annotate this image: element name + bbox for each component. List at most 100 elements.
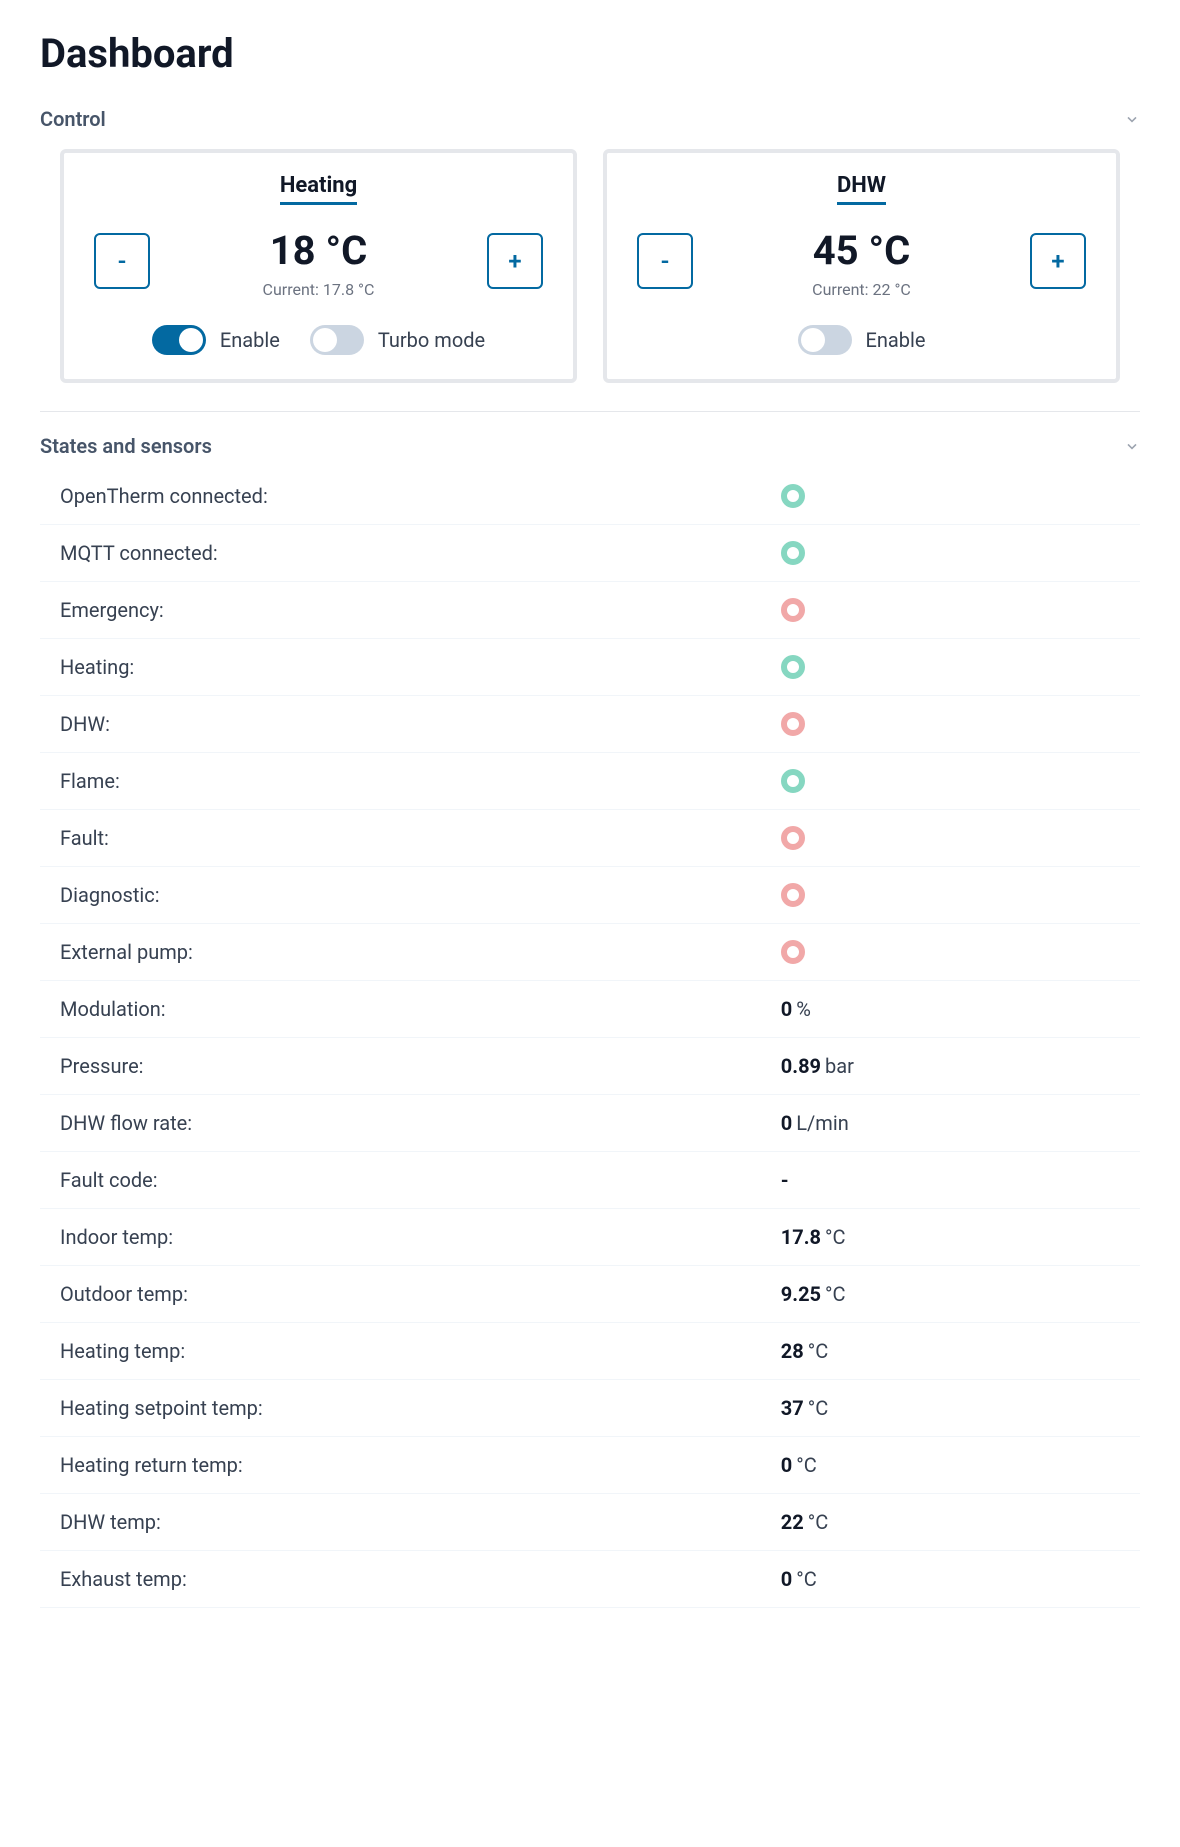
sensor-value	[781, 598, 1120, 622]
sensor-label: DHW temp:	[60, 1510, 781, 1534]
section-header-control[interactable]: Control	[40, 97, 1140, 141]
sensor-value	[781, 484, 1120, 508]
sensor-row-diagnostic: Diagnostic:	[40, 867, 1140, 924]
sensor-value	[781, 826, 1120, 850]
sensor-label: OpenTherm connected:	[60, 484, 781, 508]
sensor-row-flowrate: DHW flow rate:0 L/min	[40, 1095, 1140, 1152]
control-cards: Heating - 18 °C Current: 17.8 °C + Enabl…	[40, 149, 1140, 383]
sensor-label: Fault code:	[60, 1168, 781, 1192]
sensor-value: 0 °C	[781, 1453, 1120, 1477]
sensor-value-unit: °C	[825, 1225, 846, 1249]
dhw-setpoint: 45 °C	[813, 227, 911, 274]
status-bad-icon	[781, 712, 805, 736]
sensor-value-unit: °C	[808, 1396, 829, 1420]
sensor-value: 0 °C	[781, 1567, 1120, 1591]
sensor-value-number: 0.89	[781, 1054, 821, 1078]
sensor-value-unit: %	[796, 997, 811, 1021]
sensor-value-number: -	[781, 1168, 789, 1192]
sensor-label: Diagnostic:	[60, 883, 781, 907]
sensor-label: Indoor temp:	[60, 1225, 781, 1249]
sensor-label: Fault:	[60, 826, 781, 850]
heating-card: Heating - 18 °C Current: 17.8 °C + Enabl…	[60, 149, 577, 383]
dhw-title: DHW	[837, 173, 886, 205]
sensor-value: 0.89 bar	[781, 1054, 1120, 1078]
heating-temp-block: 18 °C Current: 17.8 °C	[263, 227, 375, 299]
heating-enable-toggle[interactable]	[152, 325, 206, 355]
heating-title: Heating	[280, 173, 357, 205]
status-ok-icon	[781, 769, 805, 793]
sensor-value-number: 0	[781, 997, 792, 1021]
sensor-value: 9.25 °C	[781, 1282, 1120, 1306]
sensor-row-flame: Flame:	[40, 753, 1140, 810]
sensor-row-dhwtemp: DHW temp:22 °C	[40, 1494, 1140, 1551]
sensor-row-outdoor: Outdoor temp:9.25 °C	[40, 1266, 1140, 1323]
heating-current-temp: Current: 17.8 °C	[263, 280, 375, 299]
status-ok-icon	[781, 484, 805, 508]
sensor-value-unit: °C	[808, 1510, 829, 1534]
section-title-states: States and sensors	[40, 434, 212, 458]
sensor-value-number: 9.25	[781, 1282, 821, 1306]
heating-turbo-group: Turbo mode	[310, 325, 485, 355]
dhw-temp-block: 45 °C Current: 22 °C	[812, 227, 911, 299]
sensor-value-unit: °C	[796, 1567, 817, 1591]
sensor-label: Heating:	[60, 655, 781, 679]
dhw-enable-label: Enable	[866, 328, 926, 352]
heating-enable-group: Enable	[152, 325, 280, 355]
sensor-value-unit: °C	[808, 1339, 829, 1363]
sensor-value: 37 °C	[781, 1396, 1120, 1420]
heating-turbo-toggle[interactable]	[310, 325, 364, 355]
status-bad-icon	[781, 883, 805, 907]
dhw-minus-button[interactable]: -	[637, 233, 693, 289]
dhw-enable-group: Enable	[798, 325, 926, 355]
dhw-enable-toggle[interactable]	[798, 325, 852, 355]
sensor-label: External pump:	[60, 940, 781, 964]
chevron-down-icon	[1124, 111, 1140, 127]
sensor-value: 22 °C	[781, 1510, 1120, 1534]
dhw-plus-button[interactable]: +	[1030, 233, 1086, 289]
sensor-value-number: 0	[781, 1567, 792, 1591]
sensor-row-heattemp: Heating temp:28 °C	[40, 1323, 1140, 1380]
sensor-row-heatret: Heating return temp:0 °C	[40, 1437, 1140, 1494]
sensor-row-opentherm: OpenTherm connected:	[40, 468, 1140, 525]
sensor-row-modulation: Modulation:0 %	[40, 981, 1140, 1038]
sensor-value-unit: L/min	[796, 1111, 848, 1135]
sensor-label: Heating return temp:	[60, 1453, 781, 1477]
sensor-label: MQTT connected:	[60, 541, 781, 565]
status-bad-icon	[781, 826, 805, 850]
heating-enable-label: Enable	[220, 328, 280, 352]
dhw-stepper: - 45 °C Current: 22 °C +	[637, 233, 1086, 299]
sensor-row-emergency: Emergency:	[40, 582, 1140, 639]
sensor-row-exhaust: Exhaust temp:0 °C	[40, 1551, 1140, 1608]
sensor-row-mqtt: MQTT connected:	[40, 525, 1140, 582]
sensor-row-faultcode: Fault code:-	[40, 1152, 1140, 1209]
sensor-value	[781, 940, 1120, 964]
divider	[40, 411, 1140, 412]
section-header-states[interactable]: States and sensors	[40, 424, 1140, 468]
sensor-row-pressure: Pressure:0.89 bar	[40, 1038, 1140, 1095]
sensor-value: 17.8 °C	[781, 1225, 1120, 1249]
dhw-card: DHW - 45 °C Current: 22 °C + Enable	[603, 149, 1120, 383]
sensor-value	[781, 541, 1120, 565]
sensor-value-number: 0	[781, 1111, 792, 1135]
sensor-row-indoor: Indoor temp:17.8 °C	[40, 1209, 1140, 1266]
state-rows: OpenTherm connected: MQTT connected: Emerg…	[40, 468, 1140, 1608]
heating-toggles: Enable Turbo mode	[94, 325, 543, 355]
heating-plus-button[interactable]: +	[487, 233, 543, 289]
heating-minus-button[interactable]: -	[94, 233, 150, 289]
sensor-value	[781, 883, 1120, 907]
sensor-label: Modulation:	[60, 997, 781, 1021]
sensor-value	[781, 712, 1120, 736]
dhw-current-temp: Current: 22 °C	[812, 280, 911, 299]
sensor-value-number: 28	[781, 1339, 804, 1363]
sensor-value: 0 %	[781, 997, 1120, 1021]
sensor-value-unit: bar	[825, 1054, 854, 1078]
sensor-label: Outdoor temp:	[60, 1282, 781, 1306]
sensor-value-number: 17.8	[781, 1225, 821, 1249]
sensor-label: Pressure:	[60, 1054, 781, 1078]
sensor-value-unit: °C	[796, 1453, 817, 1477]
sensor-label: Flame:	[60, 769, 781, 793]
status-ok-icon	[781, 541, 805, 565]
sensor-value: 0 L/min	[781, 1111, 1120, 1135]
sensor-row-heating: Heating:	[40, 639, 1140, 696]
sensor-value-unit: °C	[825, 1282, 846, 1306]
